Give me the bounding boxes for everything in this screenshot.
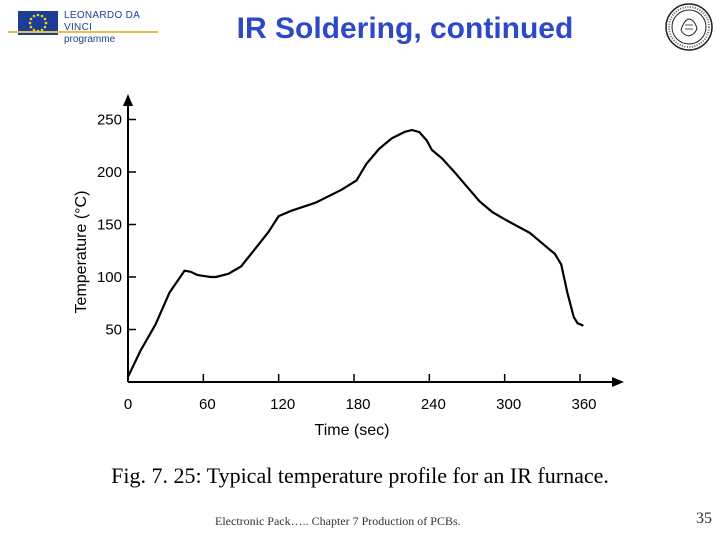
y-tick-label: 100 xyxy=(97,269,122,286)
figure-caption: Fig. 7. 25: Typical temperature profile … xyxy=(111,463,609,488)
x-tick-label: 60 xyxy=(199,396,216,413)
x-axis-arrow xyxy=(612,377,624,387)
x-tick-label: 0 xyxy=(124,396,132,413)
logo-underline xyxy=(8,31,158,33)
y-tick-label: 150 xyxy=(97,217,122,234)
logo-line2: programme xyxy=(64,34,116,45)
slide-title: IR Soldering, continued xyxy=(236,12,574,45)
logo-line1: LEONARDO DA VINCI xyxy=(64,10,140,33)
x-tick-label: 120 xyxy=(270,396,295,413)
university-seal-icon xyxy=(664,2,714,52)
x-tick-label: 180 xyxy=(345,396,370,413)
y-axis-label: Temperature (°C) xyxy=(73,191,90,314)
temperature-profile-chart: 50 100 150 200 250 0 60 120 180 240 300 360 Time (se… xyxy=(60,92,660,452)
temperature-series-line xyxy=(126,128,584,378)
x-tick-label: 360 xyxy=(571,396,596,413)
page-number: 35 xyxy=(696,510,712,527)
x-tick-label: 240 xyxy=(421,396,446,413)
x-tick-label: 300 xyxy=(496,396,521,413)
footer-text: Electronic Pack….. Chapter 7 Production … xyxy=(215,514,461,528)
logo-text: LEONARDO DA VINCI programme xyxy=(64,10,158,46)
y-tick-label: 50 xyxy=(105,322,122,339)
y-tick-label: 200 xyxy=(97,164,122,181)
y-axis-arrow xyxy=(123,94,133,106)
x-axis-label: Time (sec) xyxy=(315,422,390,439)
y-tick-label: 250 xyxy=(97,112,122,129)
